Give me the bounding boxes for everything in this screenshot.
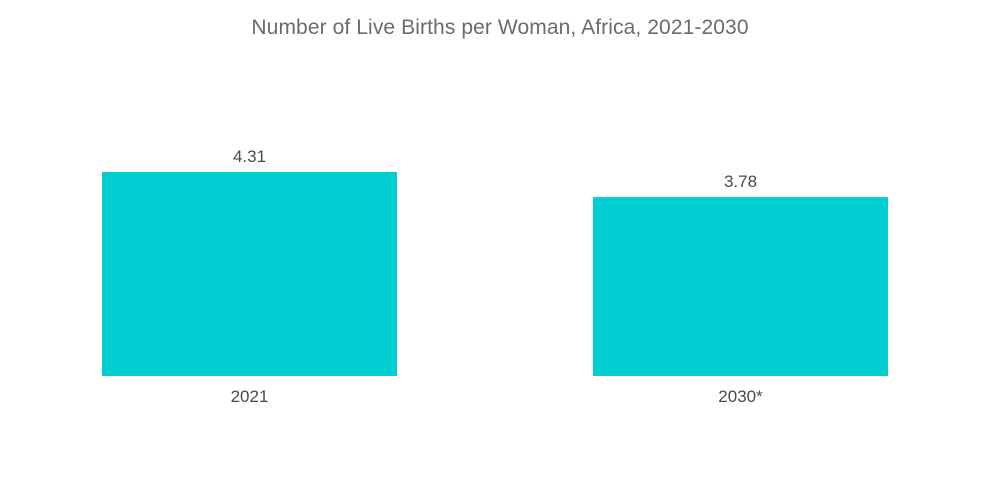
value-label-2021: 4.31 <box>233 147 266 166</box>
bar-2030 <box>593 197 888 376</box>
bar-2021 <box>102 172 397 376</box>
value-label-2030: 3.78 <box>724 172 757 191</box>
x-tick-label-2030: 2030* <box>718 387 763 406</box>
bars-group <box>102 172 888 376</box>
value-labels-group: 4.31 3.78 <box>233 147 757 191</box>
chart-title: Number of Live Births per Woman, Africa,… <box>251 16 749 39</box>
x-tick-labels-group: 2021 2030* <box>231 387 764 406</box>
x-tick-label-2021: 2021 <box>231 387 269 406</box>
